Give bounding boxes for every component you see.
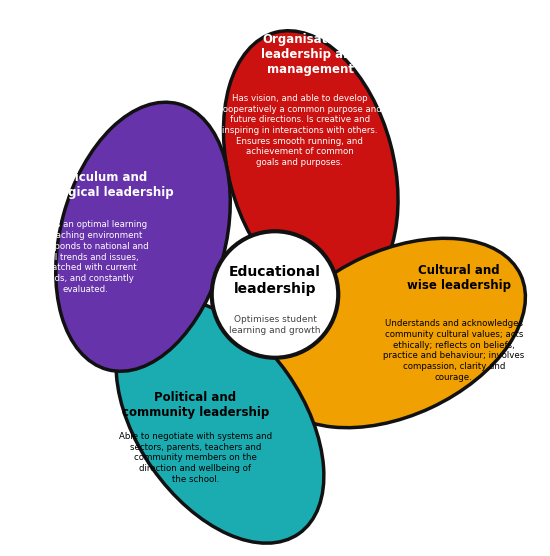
Text: Provides an optimal learning
and teaching environment
that responds to national : Provides an optimal learning and teachin… [21,220,149,294]
Text: Able to negotiate with systems and
sectors, parents, teachers and
community memb: Able to negotiate with systems and secto… [119,432,272,484]
Text: Optimises student
learning and growth: Optimises student learning and growth [229,315,321,335]
Text: Cultural and
wise leadership: Cultural and wise leadership [407,264,512,292]
Circle shape [212,231,338,358]
Text: Organisational
leadership and
management: Organisational leadership and management [261,33,360,76]
Ellipse shape [56,102,230,371]
Ellipse shape [267,239,525,428]
Text: Understands and acknowledges
community cultural values; acts
ethically; reflects: Understands and acknowledges community c… [383,319,524,382]
Ellipse shape [116,299,324,543]
Ellipse shape [223,31,398,300]
Text: Has vision, and able to develop
cooperatively a common purpose and
future direct: Has vision, and able to develop cooperat… [218,94,382,167]
Text: Educational
leadership: Educational leadership [229,265,321,296]
Text: Political and
community leadership: Political and community leadership [122,391,269,419]
Text: Curriculum and
pedagogical leadership: Curriculum and pedagogical leadership [19,171,174,198]
